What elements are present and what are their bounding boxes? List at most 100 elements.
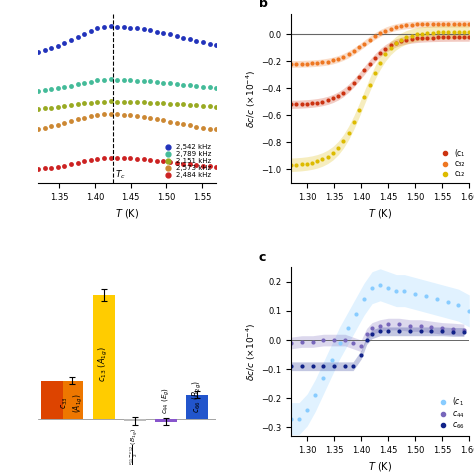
(c₁	[383, 46, 388, 52]
c₁₂	[446, 29, 451, 35]
2,573 kHz	[134, 113, 140, 118]
$c_{44}$	[350, 340, 356, 346]
c₃₂	[419, 21, 425, 27]
(c₁	[440, 35, 446, 40]
2,151 kHz	[147, 100, 153, 105]
2,484 kHz	[187, 162, 192, 167]
2,484 kHz	[108, 155, 113, 161]
(c₁	[367, 61, 373, 67]
2,151 kHz	[134, 99, 140, 105]
$c_{44}$	[288, 340, 294, 346]
X-axis label: $T$ (K): $T$ (K)	[368, 207, 392, 220]
(c₁	[409, 36, 414, 42]
2,789 kHz	[108, 76, 113, 82]
X-axis label: $T$ (K): $T$ (K)	[115, 207, 139, 220]
$(c_1$	[353, 311, 359, 317]
(c₁	[330, 96, 336, 101]
$c_{44}$	[320, 337, 326, 343]
2,573 kHz	[114, 111, 120, 117]
Line: 2,789 kHz: 2,789 kHz	[36, 77, 219, 93]
2,542 kHz	[81, 31, 87, 37]
c₁₂	[314, 158, 320, 164]
2,484 kHz	[207, 164, 212, 169]
2,151 kHz	[173, 101, 179, 107]
2,542 kHz	[200, 39, 206, 45]
2,151 kHz	[200, 103, 206, 109]
$c_{44}$	[396, 321, 402, 327]
(c₁	[304, 101, 310, 107]
(c₁	[430, 35, 436, 40]
2,542 kHz	[114, 24, 120, 29]
2,151 kHz	[154, 100, 160, 106]
(c₁	[314, 100, 320, 105]
c₁₂	[398, 37, 404, 43]
c₁₂	[341, 138, 346, 144]
Line: $(c_1$: $(c_1$	[289, 283, 471, 421]
2,573 kHz	[147, 115, 153, 121]
c₃₂	[461, 21, 467, 27]
Text: $c_{33}$
$(A_{1g})$: $c_{33}$ $(A_{1g})$	[60, 393, 85, 412]
$c_{66}$	[364, 337, 369, 343]
Text: b: b	[259, 0, 268, 10]
c₁₂	[362, 95, 367, 100]
2,542 kHz	[167, 32, 173, 37]
c₁₂	[304, 161, 310, 166]
2,573 kHz	[42, 125, 47, 130]
$c_{44}$	[377, 323, 383, 328]
2,542 kHz	[121, 24, 127, 30]
c₃₂	[288, 61, 294, 67]
2,573 kHz	[68, 118, 74, 124]
2,573 kHz	[94, 112, 100, 118]
$c_{66}$	[299, 364, 305, 369]
c₃₂	[430, 21, 436, 27]
c₃₂	[435, 21, 441, 27]
c₃₂	[330, 58, 336, 64]
2,789 kHz	[68, 83, 74, 89]
2,151 kHz	[128, 99, 133, 105]
Text: $T_c$: $T_c$	[115, 169, 126, 182]
2,789 kHz	[134, 78, 140, 83]
2,542 kHz	[68, 37, 74, 43]
c₃₂	[451, 21, 456, 27]
c₃₂	[299, 61, 304, 67]
(c₁	[341, 90, 346, 95]
$c_{66}$	[320, 364, 326, 369]
Bar	[92, 295, 115, 419]
2,151 kHz	[207, 103, 212, 109]
2,573 kHz	[207, 126, 212, 131]
c₃₂	[456, 21, 462, 27]
c₃₂	[362, 41, 367, 46]
2,573 kHz	[35, 126, 41, 132]
2,542 kHz	[128, 25, 133, 30]
$(c_1$	[412, 291, 418, 296]
2,789 kHz	[193, 83, 199, 89]
c₃₂	[346, 52, 352, 57]
2,542 kHz	[193, 38, 199, 44]
$c_{66}$	[342, 364, 348, 369]
2,484 kHz	[101, 155, 107, 161]
2,573 kHz	[193, 124, 199, 129]
c₁₂	[409, 33, 414, 38]
2,573 kHz	[141, 114, 146, 119]
Line: (c₁: (c₁	[289, 35, 471, 107]
2,484 kHz	[193, 162, 199, 168]
2,151 kHz	[94, 99, 100, 105]
(c₁	[356, 74, 362, 80]
c₁₂	[456, 29, 462, 35]
$c_{44}$	[310, 339, 316, 345]
$(c_1$	[288, 416, 294, 421]
(c₁	[372, 55, 378, 61]
2,484 kHz	[161, 158, 166, 164]
2,151 kHz	[35, 106, 41, 112]
2,151 kHz	[108, 99, 113, 104]
(c₁	[419, 35, 425, 41]
2,151 kHz	[187, 102, 192, 108]
Bar	[61, 381, 83, 419]
2,789 kHz	[167, 81, 173, 86]
c₃₂	[336, 56, 341, 62]
(c₁	[346, 85, 352, 91]
Line: 2,484 kHz: 2,484 kHz	[36, 155, 219, 172]
2,789 kHz	[42, 87, 47, 93]
$c_{44}$	[369, 326, 375, 331]
c₁₂	[414, 32, 419, 37]
